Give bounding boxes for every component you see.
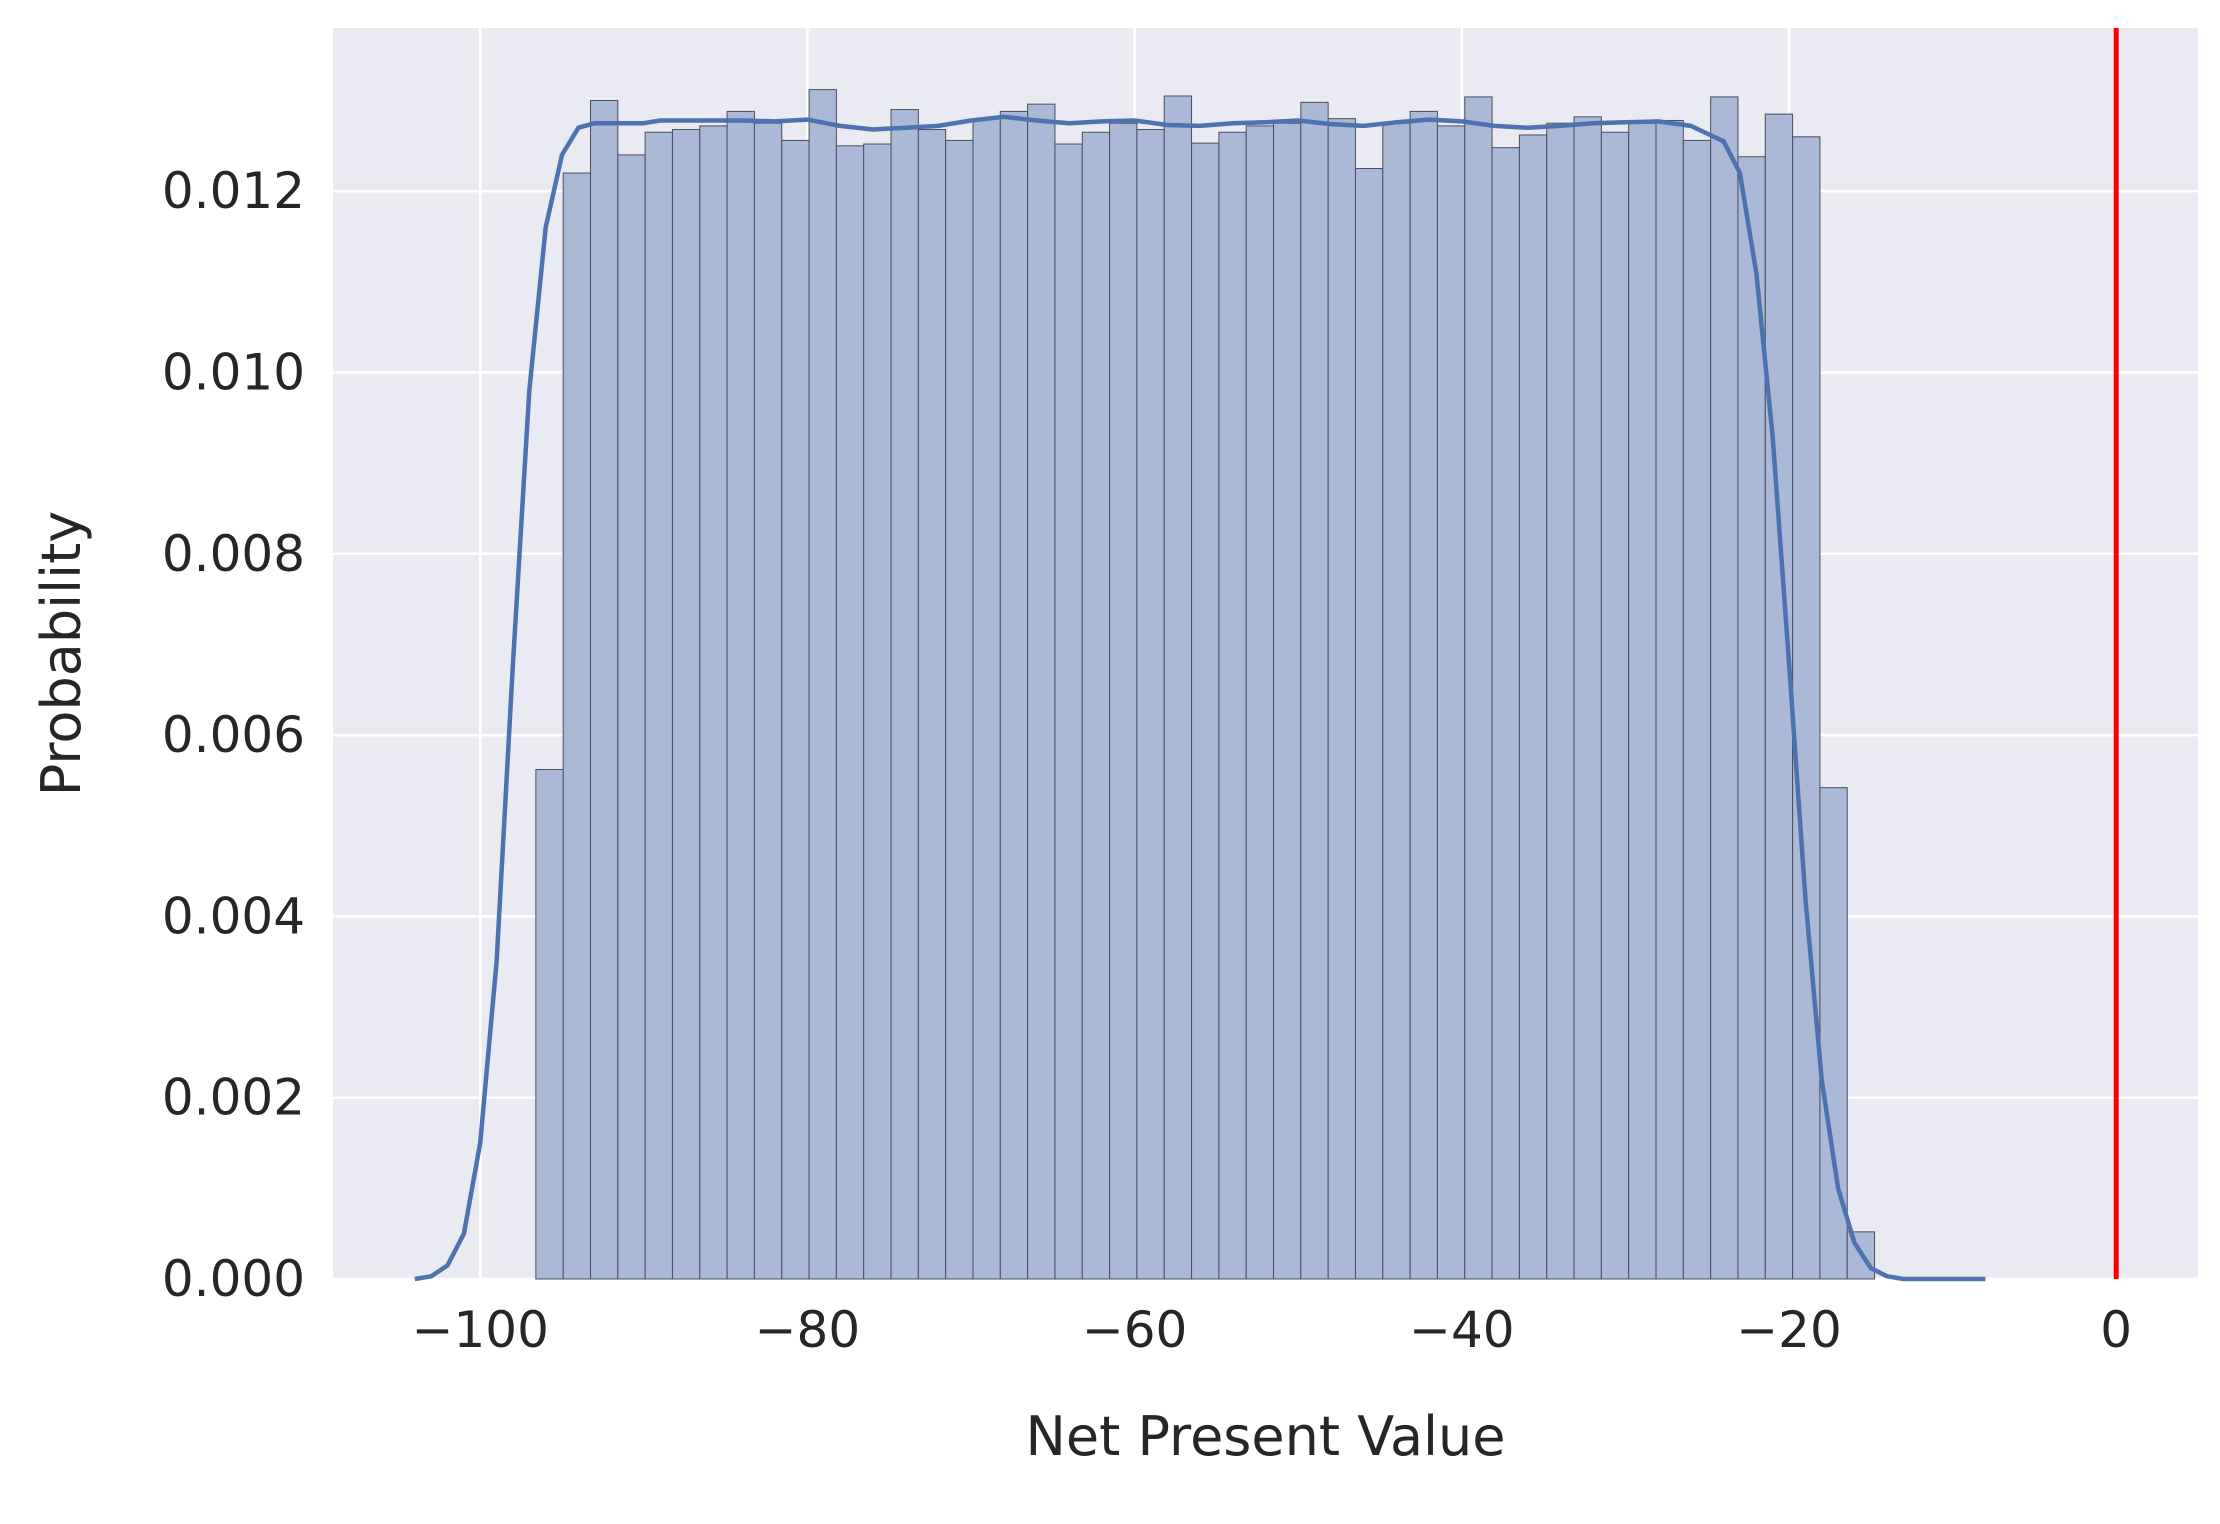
histogram-bar xyxy=(999,110,1029,1280)
histogram-bar xyxy=(1710,96,1739,1280)
x-tick-label: −60 xyxy=(1082,1301,1188,1359)
histogram-bar xyxy=(1136,129,1165,1280)
y-tick-label: 0.002 xyxy=(162,1069,305,1127)
histogram-bar xyxy=(1792,136,1821,1280)
histogram-bar xyxy=(1245,125,1275,1280)
histogram-bar xyxy=(1737,156,1766,1280)
histogram-bar xyxy=(835,145,865,1280)
x-tick-label: −80 xyxy=(755,1301,861,1359)
histogram-bar xyxy=(1327,118,1356,1280)
histogram-bar xyxy=(1518,134,1548,1280)
histogram-bar xyxy=(644,131,673,1280)
y-tick-label: 0.008 xyxy=(162,525,305,583)
histogram-bar xyxy=(671,129,701,1280)
histogram-bar xyxy=(972,118,1001,1280)
histogram-bar xyxy=(1054,143,1083,1280)
x-tick-label: −100 xyxy=(412,1301,549,1359)
histogram-bar xyxy=(890,109,919,1280)
histogram-bar xyxy=(590,100,619,1280)
x-tick-label: −20 xyxy=(1736,1301,1842,1359)
histogram-bar xyxy=(781,139,810,1280)
histogram-bar xyxy=(945,139,974,1280)
y-axis-ticks: 0.000 0.002 0.004 0.006 0.008 0.010 0.012 xyxy=(162,162,305,1308)
histogram-bar xyxy=(699,125,728,1280)
histogram-bar xyxy=(1163,95,1193,1280)
histogram-bar xyxy=(1027,103,1056,1280)
histogram-bar xyxy=(1382,122,1411,1280)
histogram-bar xyxy=(1600,131,1630,1280)
x-axis-label: Net Present Value xyxy=(1025,1405,1505,1468)
y-tick-label: 0.012 xyxy=(162,162,305,220)
x-tick-label: 0 xyxy=(2100,1301,2132,1359)
histogram-bar xyxy=(1764,113,1794,1280)
histogram-bar xyxy=(1491,147,1520,1280)
histogram-bar xyxy=(1109,122,1138,1280)
histogram-bar xyxy=(1682,139,1712,1280)
histogram-bar xyxy=(1655,119,1684,1280)
histogram-bar xyxy=(1273,122,1302,1280)
histogram-bar xyxy=(562,172,592,1280)
histogram-bar xyxy=(1300,101,1329,1280)
histogram-bar xyxy=(753,122,783,1280)
y-tick-label: 0.006 xyxy=(162,706,305,764)
histogram-bar xyxy=(617,154,646,1280)
histogram-bar xyxy=(808,89,837,1280)
histogram-bar xyxy=(1573,116,1602,1280)
histogram-bar xyxy=(1546,122,1575,1280)
histogram-bar xyxy=(726,110,755,1280)
histogram-bar xyxy=(535,769,564,1280)
histogram-bar xyxy=(1628,122,1657,1280)
histogram-bar xyxy=(917,129,947,1280)
histogram-bar xyxy=(1081,131,1111,1280)
y-tick-label: 0.004 xyxy=(162,887,305,945)
kde-curve xyxy=(414,114,1986,1282)
x-axis-ticks: −100 −80 −60 −40 −20 0 xyxy=(412,1301,2133,1359)
y-axis-label: Probability xyxy=(30,511,93,796)
y-tick-label: 0.010 xyxy=(162,343,305,401)
histogram-bar xyxy=(1436,125,1466,1280)
histogram-bar xyxy=(1218,131,1247,1280)
histogram-bar xyxy=(1191,142,1220,1280)
y-tick-label: 0.000 xyxy=(162,1250,305,1308)
histogram-bar xyxy=(863,143,892,1280)
x-tick-label: −40 xyxy=(1409,1301,1515,1359)
histogram-bars xyxy=(535,89,1876,1280)
histogram-bar xyxy=(1354,168,1384,1280)
histogram-bar xyxy=(1464,96,1493,1280)
histogram-bar xyxy=(1409,110,1438,1280)
